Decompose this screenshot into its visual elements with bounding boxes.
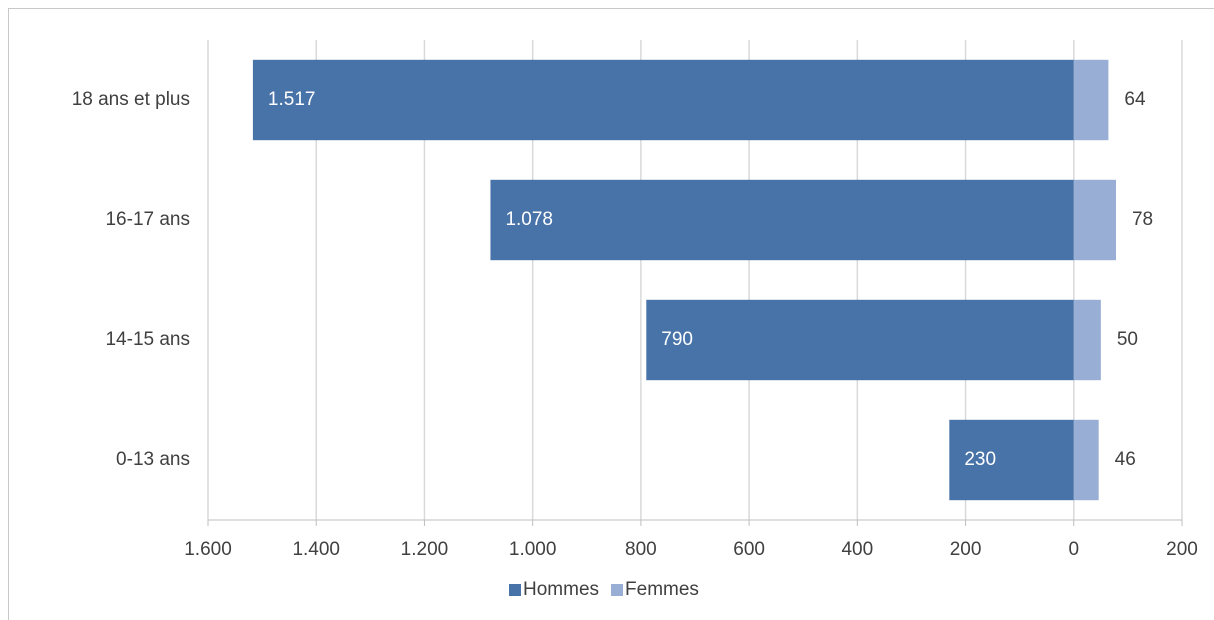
data-label: 790 bbox=[661, 329, 693, 350]
legend-label: Hommes bbox=[523, 579, 599, 600]
data-label: 78 bbox=[1132, 209, 1153, 230]
x-tick-label: 200 bbox=[1166, 539, 1198, 560]
x-tick-label: 1.400 bbox=[292, 539, 340, 560]
frame bbox=[8, 8, 1214, 620]
bar bbox=[252, 59, 1074, 141]
data-label: 1.517 bbox=[268, 89, 316, 110]
y-tick-label: 16-17 ans bbox=[105, 209, 190, 230]
bar bbox=[646, 299, 1074, 381]
bar bbox=[1073, 59, 1109, 141]
x-tick-label: 1.600 bbox=[184, 539, 232, 560]
data-label: 46 bbox=[1115, 449, 1136, 470]
data-label: 64 bbox=[1124, 89, 1146, 110]
legend-swatch bbox=[611, 584, 624, 596]
x-tick-label: 800 bbox=[625, 539, 657, 560]
legend-swatch bbox=[509, 584, 521, 596]
x-tick-label: 0 bbox=[1068, 539, 1079, 560]
bar bbox=[949, 419, 1074, 501]
y-tick-label: 14-15 ans bbox=[105, 329, 190, 350]
data-label: 50 bbox=[1117, 329, 1138, 350]
bar bbox=[1073, 299, 1101, 381]
x-tick-label: 200 bbox=[950, 539, 982, 560]
bar bbox=[1073, 179, 1116, 261]
x-tick-label: 600 bbox=[733, 539, 765, 560]
y-tick-label: 18 ans et plus bbox=[72, 89, 190, 110]
legend-label: Femmes bbox=[625, 579, 699, 600]
bar bbox=[490, 179, 1074, 261]
bar bbox=[1073, 419, 1099, 501]
y-tick-label: 0-13 ans bbox=[116, 449, 190, 470]
data-label: 230 bbox=[964, 449, 996, 470]
x-tick-label: 400 bbox=[841, 539, 873, 560]
x-tick-label: 1.200 bbox=[401, 539, 449, 560]
x-tick-label: 1.000 bbox=[509, 539, 557, 560]
data-label: 1.078 bbox=[505, 209, 553, 230]
